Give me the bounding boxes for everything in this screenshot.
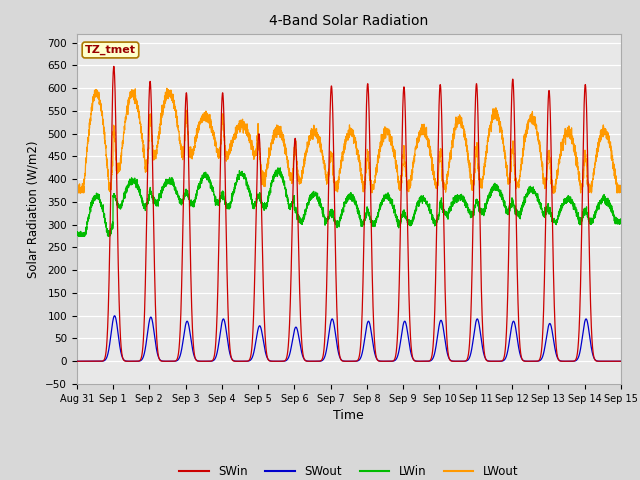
Title: 4-Band Solar Radiation: 4-Band Solar Radiation (269, 14, 428, 28)
Legend: SWin, SWout, LWin, LWout: SWin, SWout, LWin, LWout (174, 461, 524, 480)
Text: TZ_tmet: TZ_tmet (85, 45, 136, 55)
X-axis label: Time: Time (333, 409, 364, 422)
Y-axis label: Solar Radiation (W/m2): Solar Radiation (W/m2) (27, 140, 40, 277)
